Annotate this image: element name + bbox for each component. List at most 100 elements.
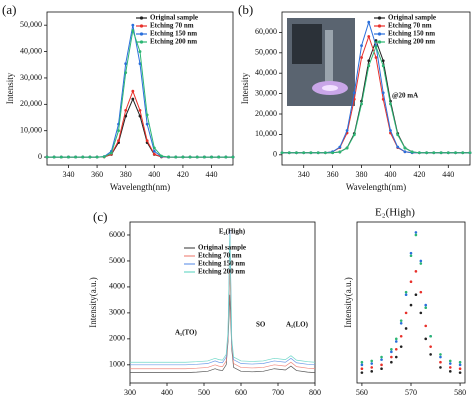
data-point <box>345 129 349 132</box>
data-point <box>394 340 398 343</box>
series-line <box>47 97 233 158</box>
data-point <box>370 370 374 373</box>
data-point <box>370 366 374 369</box>
data-point <box>131 97 135 101</box>
data-point <box>409 254 413 258</box>
data-point <box>404 327 408 330</box>
legend-label: Etching 200 nm <box>388 38 435 46</box>
data-point <box>414 293 418 297</box>
x-tick-label: 420 <box>177 170 189 179</box>
legend-label: Etching 150 nm <box>150 30 197 38</box>
annotation: A₁(LO) <box>286 321 309 329</box>
data-point <box>396 133 400 137</box>
data-point <box>390 355 393 359</box>
data-point <box>280 151 284 155</box>
x-tick-label: 440 <box>206 170 218 179</box>
annotation: SO <box>256 321 266 329</box>
data-point <box>74 155 78 159</box>
data-point <box>429 353 432 356</box>
data-point <box>409 251 413 255</box>
data-point <box>231 155 235 159</box>
data-point <box>381 59 385 63</box>
y-axis-label: Intensity(a.u.) <box>88 277 98 327</box>
data-point <box>409 303 413 307</box>
data-point <box>414 231 418 234</box>
data-point <box>424 303 428 307</box>
data-point <box>424 337 428 341</box>
data-point <box>131 29 135 32</box>
x-tick-label: 570 <box>405 388 417 397</box>
legend-label: Etching 70 nm <box>198 252 242 260</box>
data-point <box>117 139 120 142</box>
data-point <box>429 334 432 338</box>
panel-label: (b) <box>238 2 253 17</box>
y-tick-label: 1000 <box>109 360 125 369</box>
x-tick-label: 800 <box>309 388 321 397</box>
data-point <box>380 367 383 371</box>
data-point <box>414 233 418 237</box>
x-tick-label: 360 <box>91 170 103 179</box>
data-point <box>403 146 407 150</box>
data-point <box>217 155 221 159</box>
data-point <box>167 155 171 159</box>
data-point <box>360 367 364 371</box>
data-point <box>439 366 442 369</box>
y-axis-label: Intensity <box>240 72 250 104</box>
y-tick-label: 30,000 <box>255 88 277 97</box>
data-point <box>224 155 228 159</box>
data-point <box>439 355 442 359</box>
data-point <box>429 345 432 348</box>
data-point <box>448 366 452 369</box>
data-point <box>316 151 320 155</box>
y-tick-label: 50,000 <box>255 48 277 57</box>
y-axis-label: Intensity(a.u.) <box>343 277 353 327</box>
x-tick-label: 400 <box>384 170 396 179</box>
data-point <box>145 122 149 126</box>
x-tick-label: 360 <box>327 170 339 179</box>
data-point <box>338 145 342 149</box>
data-point <box>367 64 371 68</box>
data-point <box>439 360 442 364</box>
data-point <box>458 367 462 371</box>
data-point <box>446 151 450 155</box>
y-tick-label: 0 <box>273 150 277 159</box>
data-point <box>424 306 428 309</box>
data-point <box>448 370 452 373</box>
data-point <box>394 355 398 359</box>
data-point <box>95 155 99 159</box>
data-point <box>352 133 356 137</box>
data-point <box>124 62 128 66</box>
legend-label: Etching 70 nm <box>150 22 194 30</box>
x-tick-label: 560 <box>356 388 368 397</box>
data-point <box>160 154 163 158</box>
annotation: @20 mA <box>392 92 418 100</box>
plot-frame <box>46 11 234 166</box>
data-point <box>468 151 472 155</box>
data-point <box>410 150 414 154</box>
data-point <box>380 363 383 367</box>
plot-area <box>130 229 316 373</box>
data-point <box>138 108 142 112</box>
x-tick-label: 340 <box>62 170 74 179</box>
y-tick-label: 10,000 <box>20 126 42 135</box>
data-point <box>390 347 393 351</box>
data-point <box>381 91 385 95</box>
data-point <box>295 151 298 155</box>
data-point <box>390 350 393 354</box>
data-point <box>439 353 442 356</box>
data-point <box>370 362 374 365</box>
series-line <box>47 89 233 158</box>
plot-frame <box>281 11 471 166</box>
data-point <box>394 337 398 341</box>
data-point <box>404 293 408 297</box>
legend-marker <box>377 24 382 28</box>
data-point <box>448 362 452 365</box>
legend-label: Original sample <box>388 14 436 22</box>
data-point <box>394 347 398 351</box>
data-point <box>380 355 383 359</box>
data-point <box>338 150 342 154</box>
y-tick-label: 6000 <box>109 230 125 239</box>
legend-label: Original sample <box>150 14 198 22</box>
data-point <box>374 56 378 59</box>
data-point <box>202 155 206 159</box>
